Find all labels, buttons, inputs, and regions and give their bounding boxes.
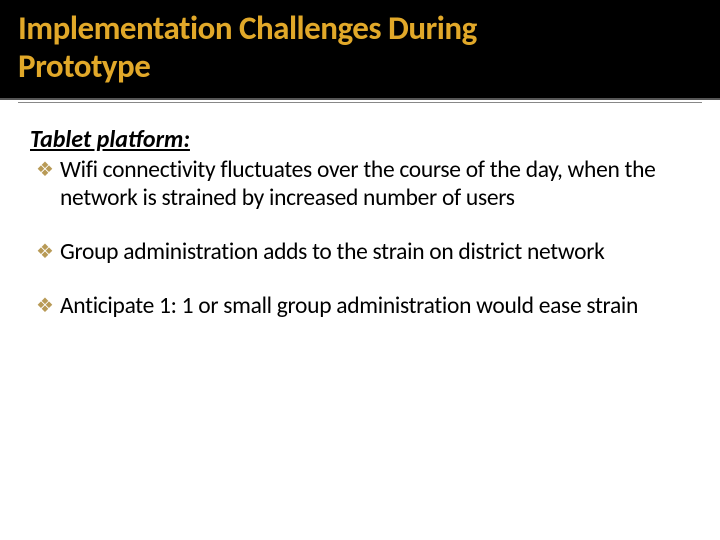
list-item: ❖ Wifi connectivity fluctuates over the … — [36, 156, 690, 212]
title-line-1: Implementation Challenges During — [18, 8, 477, 48]
content-area: Tablet platform: ❖ Wifi connectivity flu… — [0, 103, 720, 321]
diamond-bullet-icon: ❖ — [36, 293, 54, 319]
title-bar: Implementation Challenges During Prototy… — [0, 0, 720, 100]
slide-title: Implementation Challenges During Prototy… — [18, 10, 702, 86]
list-item: ❖ Group administration adds to the strai… — [36, 238, 690, 266]
bullet-text: Group administration adds to the strain … — [60, 238, 605, 266]
subheading: Tablet platform: — [30, 125, 690, 154]
diamond-bullet-icon: ❖ — [36, 157, 54, 183]
title-line-2: Prototype — [18, 46, 150, 86]
bullet-text: Wifi connectivity fluctuates over the co… — [60, 156, 656, 212]
bullet-list: ❖ Wifi connectivity fluctuates over the … — [36, 156, 690, 321]
diamond-bullet-icon: ❖ — [36, 239, 54, 265]
bullet-text: Anticipate 1: 1 or small group administr… — [60, 292, 638, 320]
list-item: ❖ Anticipate 1: 1 or small group adminis… — [36, 292, 690, 320]
